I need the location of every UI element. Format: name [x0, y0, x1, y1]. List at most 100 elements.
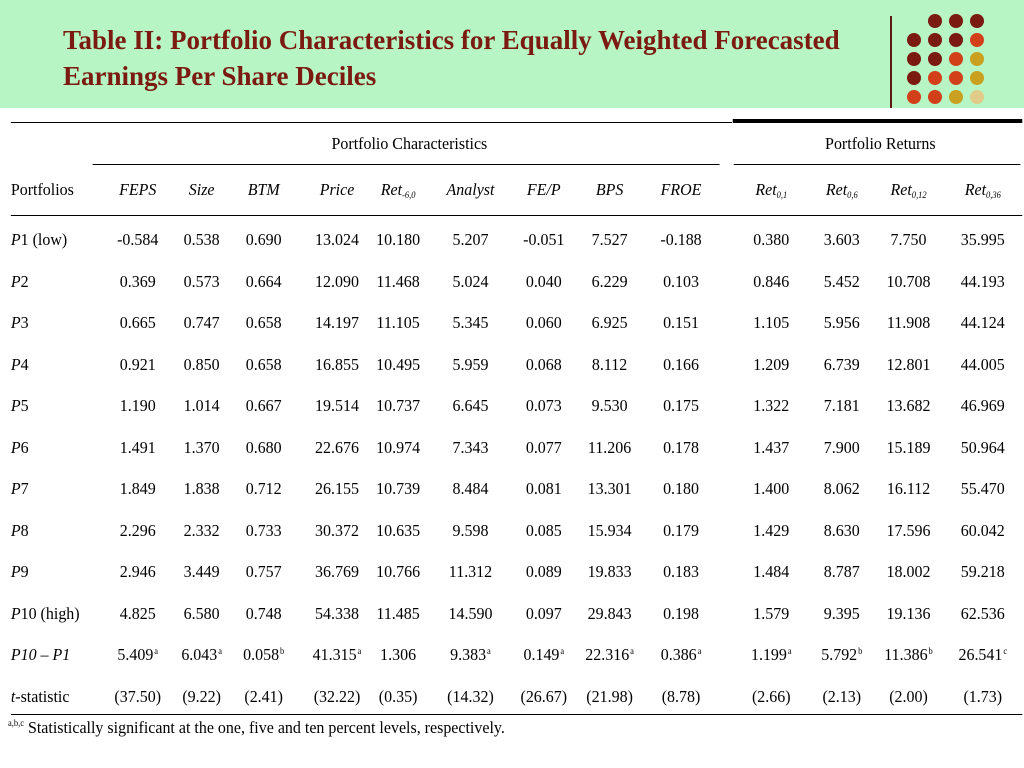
table-cell: 1.190	[120, 396, 156, 416]
table-cell: 30.372	[315, 521, 359, 541]
row-label-text: 10 (high)	[20, 603, 80, 623]
table-cell: 10.708	[887, 272, 931, 292]
table-cell: 12.801	[887, 355, 931, 375]
column-header: FEPS	[119, 180, 156, 200]
portfolio-table: Portfolio Characteristics Portfolio Retu…	[8, 118, 1023, 718]
cell-value: 6.645	[452, 396, 489, 415]
cell-value: 7.181	[823, 396, 860, 415]
row-label-text: 1 (low)	[20, 230, 68, 249]
table-cell: 6.645	[453, 396, 489, 416]
cell-value: 46.969	[960, 396, 1005, 415]
table-cell: 0.149a	[523, 645, 564, 665]
table-cell: 5.956	[824, 313, 860, 333]
cell-value: 8.630	[823, 520, 860, 540]
table-cell: 19.833	[588, 562, 632, 582]
bottom-rule	[10, 714, 1023, 715]
cell-value: 14.197	[315, 313, 359, 332]
table-cell: 0.151	[663, 313, 699, 333]
table-cell: 2.332	[184, 521, 220, 541]
column-header-label: Ret	[825, 180, 848, 199]
column-header-subscript: 0,12	[911, 190, 927, 200]
column-header-label: FROE	[660, 180, 702, 199]
row-label-italic: P	[10, 562, 21, 581]
column-header: FROE	[661, 180, 702, 200]
table-cell: (1.73)	[963, 687, 1002, 707]
cell-value: 54.338	[315, 603, 359, 623]
cell-value: 15.934	[587, 520, 632, 540]
table-cell: 59.218	[961, 562, 1005, 582]
row-label-italic: P10 – P1	[10, 645, 71, 664]
cell-value: (26.67)	[520, 686, 568, 706]
decorative-dot	[928, 90, 942, 104]
table-cell: 15.189	[887, 438, 931, 458]
cell-value: (21.98)	[586, 686, 633, 706]
column-header-label: Ret	[890, 180, 912, 199]
table-cell: 16.855	[315, 355, 359, 375]
cell-value: 1.209	[753, 354, 790, 374]
table-cell: 1.209	[753, 355, 789, 375]
cell-value: 5.409	[117, 645, 154, 664]
cell-value: 1.199	[750, 645, 787, 664]
column-header-subscript: 0,1	[776, 190, 788, 200]
table-cell: 0.573	[184, 272, 220, 292]
cell-value: 0.664	[245, 271, 282, 291]
cell-value: 12.090	[315, 271, 359, 291]
table-cell: 5.792b	[821, 645, 862, 665]
cell-value: 0.658	[245, 313, 282, 332]
cell-value: 44.124	[960, 313, 1005, 332]
cell-value: -0.584	[117, 230, 159, 249]
decorative-dot	[970, 71, 984, 85]
table-cell: 13.024	[315, 230, 359, 250]
table-cell: 26.541c	[958, 645, 1007, 665]
table-cell: 3.603	[824, 230, 860, 250]
table-cell: 54.338	[315, 604, 359, 624]
significance-mark: a	[560, 646, 565, 656]
table-cell: 10.974	[376, 438, 420, 458]
decorative-dot	[949, 14, 963, 28]
cell-value: 10.635	[376, 520, 421, 540]
cell-value: 19.136	[886, 603, 931, 623]
table-cell: 16.112	[887, 479, 930, 499]
table-cell: 11.386b	[884, 645, 933, 665]
table-cell: 0.680	[246, 438, 282, 458]
column-header-label: Ret	[964, 180, 987, 199]
row-label-text: 3	[20, 313, 29, 332]
cell-value: (32.22)	[313, 686, 361, 706]
cell-value: (1.73)	[963, 686, 1003, 706]
table-cell: 44.124	[961, 313, 1005, 333]
cell-value: 0.198	[663, 603, 700, 623]
table-cell: 2.946	[120, 562, 156, 582]
decorative-dot	[970, 14, 984, 28]
cell-value: 0.166	[663, 354, 700, 374]
cell-value: 59.218	[960, 562, 1005, 581]
group-header-characteristics: Portfolio Characteristics	[331, 134, 488, 153]
table-cell: 0.073	[526, 396, 562, 416]
cell-value: 0.085	[525, 520, 562, 540]
cell-value: 7.900	[823, 437, 860, 457]
table-cell: (26.67)	[520, 687, 567, 707]
table-cell: 6.229	[592, 272, 628, 292]
table-cell: 9.530	[592, 396, 628, 416]
cell-value: 0.850	[183, 354, 220, 374]
cell-value: 0.180	[663, 479, 700, 498]
cell-value: 8.062	[823, 479, 860, 498]
cell-value: 0.183	[663, 562, 700, 581]
cell-value: 8.112	[591, 354, 628, 374]
cell-value: 11.908	[886, 313, 931, 332]
table-cell: 44.193	[961, 272, 1005, 292]
row-label-text: 7	[20, 479, 29, 498]
table-cell: 1.491	[120, 438, 156, 458]
cell-value: (9.22)	[182, 686, 221, 706]
cell-value: 11.105	[376, 313, 420, 332]
column-header: Analyst	[447, 180, 495, 200]
table-cell: 19.136	[887, 604, 931, 624]
table-cell: 10.737	[376, 396, 420, 416]
table-cell: 3.449	[184, 562, 220, 582]
cell-value: 36.769	[315, 562, 359, 581]
row-label: P2	[11, 272, 29, 292]
cell-value: (8.78)	[661, 686, 701, 706]
cell-value: (2.41)	[244, 686, 283, 706]
table-cell: 36.769	[315, 562, 359, 582]
title-divider	[890, 16, 892, 108]
table-cell: 7.900	[824, 438, 860, 458]
